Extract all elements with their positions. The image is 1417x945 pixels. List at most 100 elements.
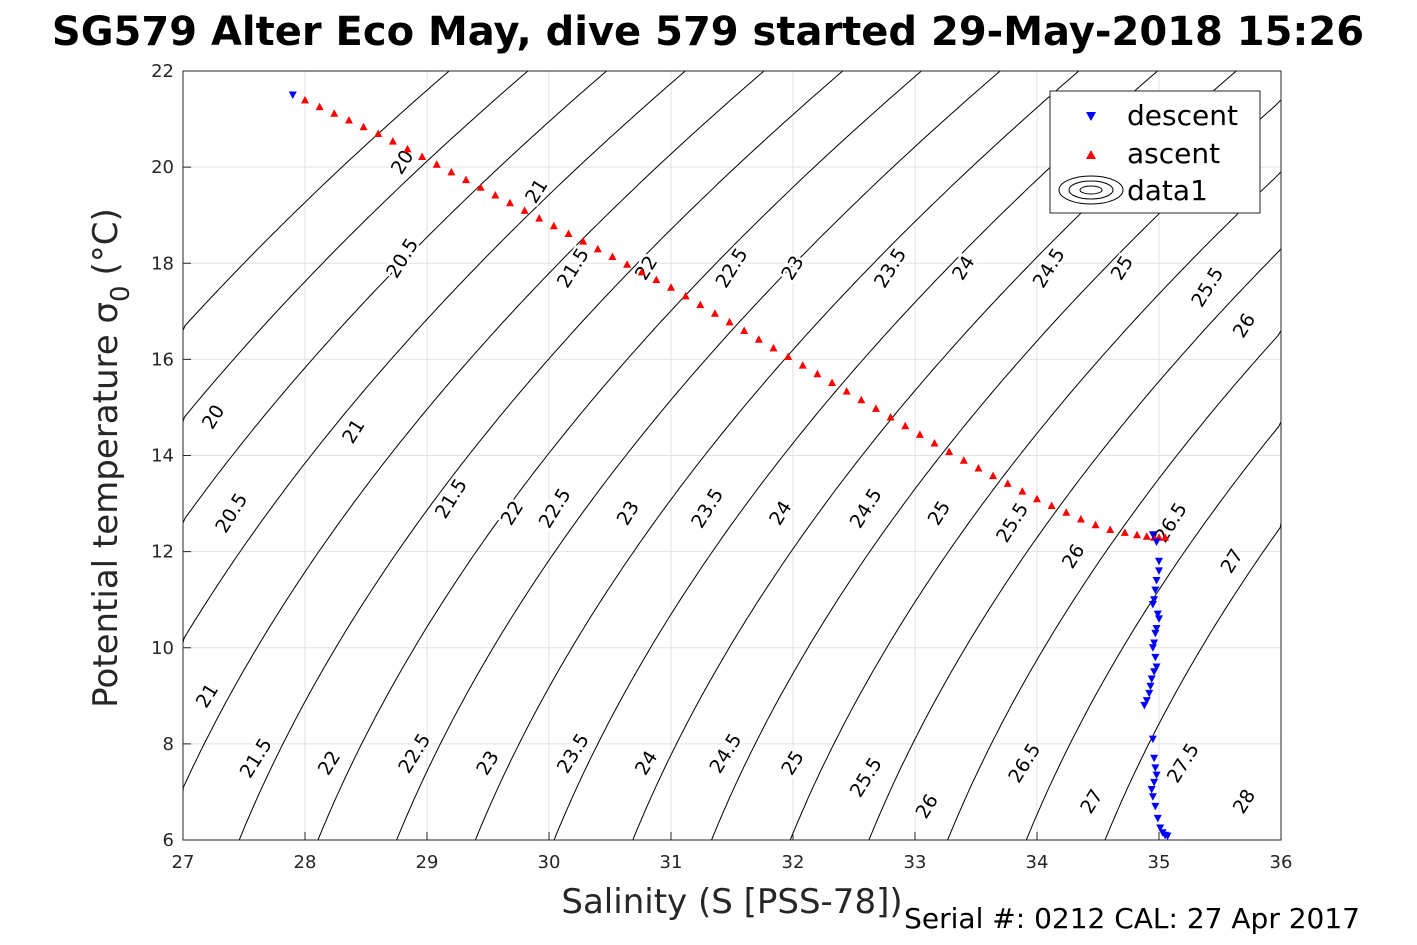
y-tick-label: 8 xyxy=(163,734,174,755)
x-tick-label: 35 xyxy=(1148,852,1171,873)
chart-title: SG579 Alter Eco May, dive 579 started 29… xyxy=(52,9,1364,55)
isopycnal-contour xyxy=(182,70,607,528)
ascent-point xyxy=(535,214,544,222)
ascent-point xyxy=(710,309,719,317)
isopycnal-contour xyxy=(947,325,1282,841)
y-axis-ticks: 6 8 10 12 14 16 18 20 22 xyxy=(151,61,191,851)
ascent-point xyxy=(1106,525,1115,534)
isopycnal-contour xyxy=(238,70,844,841)
descent-point xyxy=(1152,538,1161,547)
ascent-point xyxy=(447,167,456,176)
x-tick-label: 28 xyxy=(294,852,317,873)
ascent-point xyxy=(842,387,851,395)
descent-point xyxy=(1151,586,1160,595)
y-tick-label: 12 xyxy=(151,542,174,563)
ascent-point xyxy=(374,129,383,137)
legend-ascent-marker xyxy=(1086,150,1096,159)
descent-point xyxy=(1151,802,1160,811)
legend-data1-label: data1 xyxy=(1127,174,1208,207)
ascent-point xyxy=(476,183,485,191)
series-descent xyxy=(288,91,1172,841)
isopycnal-contour xyxy=(474,70,1080,841)
descent-point xyxy=(1152,771,1161,780)
isopycnal-contour xyxy=(182,70,686,648)
legend-descent-marker xyxy=(1086,112,1096,121)
ascent-point xyxy=(667,283,675,291)
descent-point xyxy=(1151,653,1160,662)
descent-point xyxy=(1152,663,1161,671)
ascent-point xyxy=(974,463,983,472)
isopycnal-contour xyxy=(1104,522,1282,841)
ascent-point xyxy=(1091,520,1100,529)
descent-point xyxy=(1145,689,1154,698)
y-tick-label: 18 xyxy=(151,253,174,274)
ascent-point xyxy=(1018,487,1027,495)
descent-point xyxy=(1146,682,1155,691)
y-axis-label: Potential temperature σ0 (°C) xyxy=(86,208,136,708)
descent-point xyxy=(1150,639,1159,647)
ascent-point xyxy=(1033,494,1041,503)
ascent-point xyxy=(652,275,661,284)
y-tick-label: 16 xyxy=(151,349,174,370)
x-tick-label: 33 xyxy=(904,852,927,873)
descent-point xyxy=(1150,596,1159,604)
isopycnal-contour xyxy=(182,70,529,423)
x-tick-label: 36 xyxy=(1270,852,1293,873)
ascent-point xyxy=(418,152,427,161)
ascent-point xyxy=(813,369,822,378)
descent-point xyxy=(1148,793,1157,801)
descent-point xyxy=(1140,701,1149,710)
ascent-point xyxy=(769,343,778,352)
descent-point xyxy=(1147,786,1156,794)
ascent-point xyxy=(681,291,690,300)
isopycnal-contour xyxy=(317,70,922,841)
ascent-point xyxy=(828,378,837,386)
descent-point xyxy=(1151,764,1160,772)
descent-point xyxy=(1152,576,1161,585)
legend-descent-label: descent xyxy=(1127,99,1238,132)
descent-point xyxy=(1153,814,1162,823)
ascent-point xyxy=(403,144,412,153)
descent-point xyxy=(1147,675,1156,683)
ascent-point xyxy=(623,260,632,268)
isopycnal-contour xyxy=(182,70,765,802)
descent-point xyxy=(1150,754,1159,763)
y-axis-label-unit: (°C) xyxy=(86,208,126,275)
ascent-point xyxy=(1062,508,1071,516)
ascent-point xyxy=(871,404,880,412)
ascent-point xyxy=(520,206,529,214)
ascent-point xyxy=(754,335,763,343)
descent-point xyxy=(1151,629,1160,638)
isopycnal-contour xyxy=(182,70,450,331)
y-axis-label-main: Potential temperature σ xyxy=(86,302,126,708)
ascent-point xyxy=(462,175,471,184)
ascent-point xyxy=(388,137,397,145)
y-tick-label: 22 xyxy=(151,61,174,82)
ascent-point xyxy=(359,122,368,131)
descent-point xyxy=(1163,832,1172,841)
y-tick-label: 10 xyxy=(151,638,174,659)
ascent-point xyxy=(549,221,558,230)
ascent-point xyxy=(798,361,807,369)
legend-contour-icon xyxy=(1058,175,1124,205)
ascent-point xyxy=(330,109,339,117)
ascent-point xyxy=(740,326,749,335)
x-tick-label: 30 xyxy=(538,852,561,873)
ascent-point xyxy=(301,95,309,104)
descent-point xyxy=(1150,668,1159,676)
y-axis-label-subscript: 0 xyxy=(106,285,136,302)
ascent-point xyxy=(593,244,602,253)
ascent-point xyxy=(857,395,866,404)
ascent-point xyxy=(344,116,353,124)
x-tick-label: 27 xyxy=(172,852,195,873)
isopycnal-contour xyxy=(396,70,1001,841)
x-tick-label: 34 xyxy=(1026,852,1049,873)
ascent-point xyxy=(637,267,646,276)
x-tick-label: 31 xyxy=(660,852,683,873)
descent-point xyxy=(1152,625,1161,633)
legend-box xyxy=(1049,90,1261,214)
ascent-point xyxy=(915,430,924,438)
ascent-point xyxy=(1142,532,1151,540)
ascent-point xyxy=(579,237,588,245)
